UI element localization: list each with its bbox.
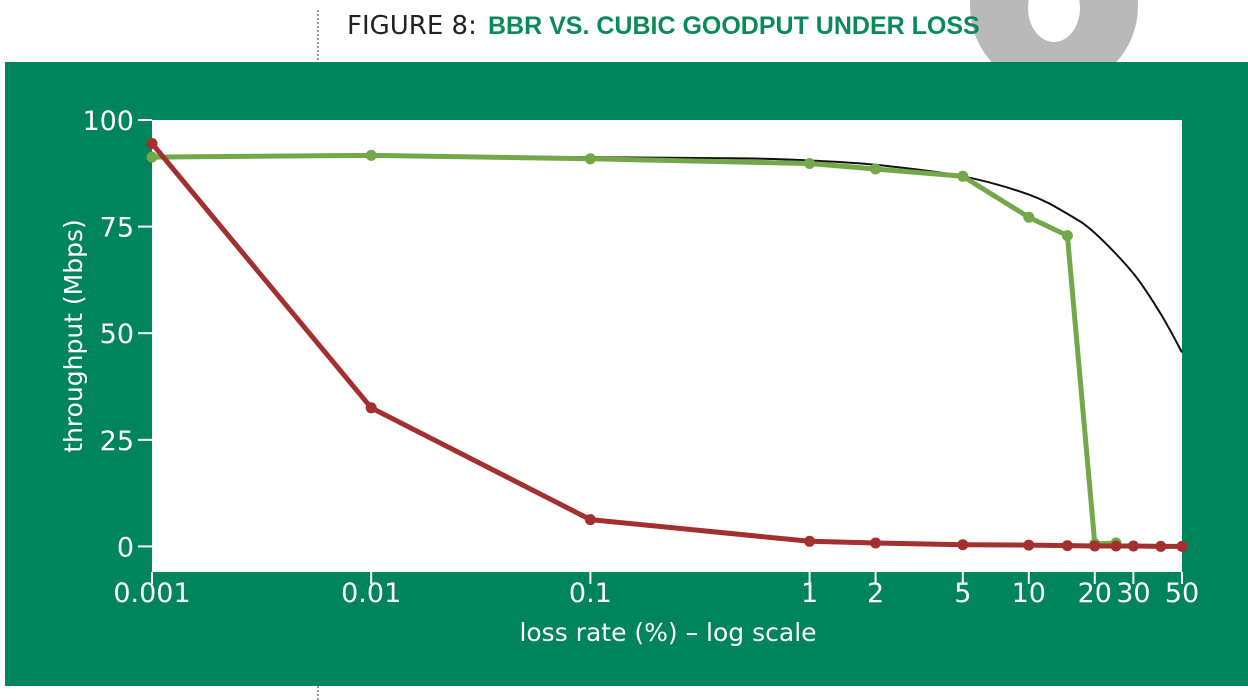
figure-number: FIGURE 8: (347, 11, 477, 41)
series-red-point (146, 138, 158, 149)
x-tick-label: 5 (954, 578, 971, 609)
x-axis-label: loss rate (%) – log scale (519, 618, 816, 647)
series-green-point (804, 158, 816, 169)
series-red-point (1176, 540, 1188, 552)
y-tick-label: 75 (100, 213, 134, 244)
series-green-point (365, 149, 377, 161)
y-tick-label: 50 (100, 319, 134, 350)
series-red-point (1155, 540, 1167, 552)
x-tick-label: 10 (1012, 578, 1046, 609)
x-tick-label: 2 (867, 578, 884, 609)
x-tick-label: 20 (1078, 578, 1112, 609)
y-axis-label: throughput (Mbps) (59, 219, 88, 453)
x-tick-label: 50 (1165, 578, 1199, 609)
plot-area (152, 120, 1182, 572)
x-tick-label: 30 (1116, 578, 1150, 609)
series-red-point (1127, 540, 1139, 552)
series-green-point (1023, 211, 1035, 223)
series-red-point (584, 514, 596, 526)
y-tick-label: 0 (117, 532, 134, 563)
y-tick-label: 25 (100, 426, 134, 457)
series-red-point (957, 539, 969, 551)
series-green-line (149, 152, 1119, 547)
series-green-point (584, 153, 596, 165)
series-green-point (957, 170, 969, 182)
series-red-point (870, 537, 882, 549)
y-tick-label: 100 (82, 106, 134, 137)
series-green-point (1061, 230, 1073, 242)
x-tick-label: 1 (801, 578, 818, 609)
series-green-point (146, 151, 158, 163)
figure-title: BBR VS. CUBIC GOODPUT UNDER LOSS (488, 12, 980, 40)
series-green-point (870, 163, 882, 175)
series-red-point (804, 535, 816, 547)
series-red-point (365, 402, 377, 414)
series-red-point (1061, 540, 1073, 552)
x-tick-label: 0.1 (569, 578, 612, 609)
x-tick-label: 0.01 (341, 578, 401, 609)
series-red-point (1110, 540, 1122, 552)
series-red-point (1023, 539, 1035, 551)
series-red-point (1089, 540, 1101, 552)
x-tick-label: 0.001 (113, 578, 190, 609)
